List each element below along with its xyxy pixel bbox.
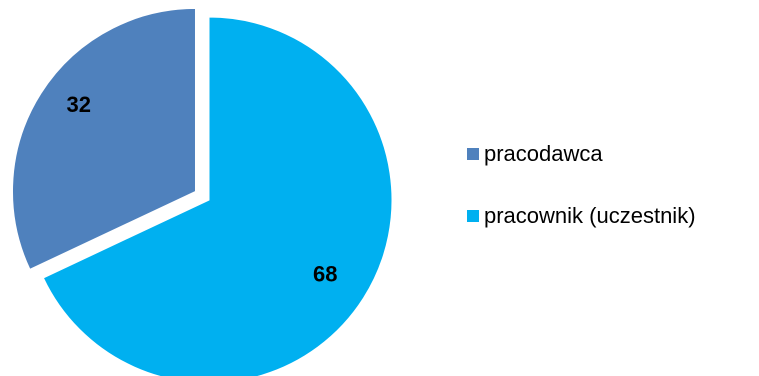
legend-swatch-pracownik bbox=[467, 210, 479, 222]
legend: pracodawca pracownik (uczestnik) bbox=[467, 140, 696, 264]
data-label-pracodawca: 32 bbox=[67, 92, 91, 117]
pie-slice-pracodawca bbox=[12, 7, 196, 271]
legend-label-pracodawca: pracodawca bbox=[484, 141, 603, 166]
legend-item-pracownik: pracownik (uczestnik) bbox=[467, 202, 696, 230]
pie-slice-pracownik bbox=[42, 16, 393, 376]
legend-item-pracodawca: pracodawca bbox=[467, 140, 696, 168]
legend-swatch-pracodawca bbox=[467, 148, 479, 160]
legend-label-pracownik: pracownik (uczestnik) bbox=[484, 203, 696, 228]
data-label-pracownik: 68 bbox=[313, 261, 337, 286]
